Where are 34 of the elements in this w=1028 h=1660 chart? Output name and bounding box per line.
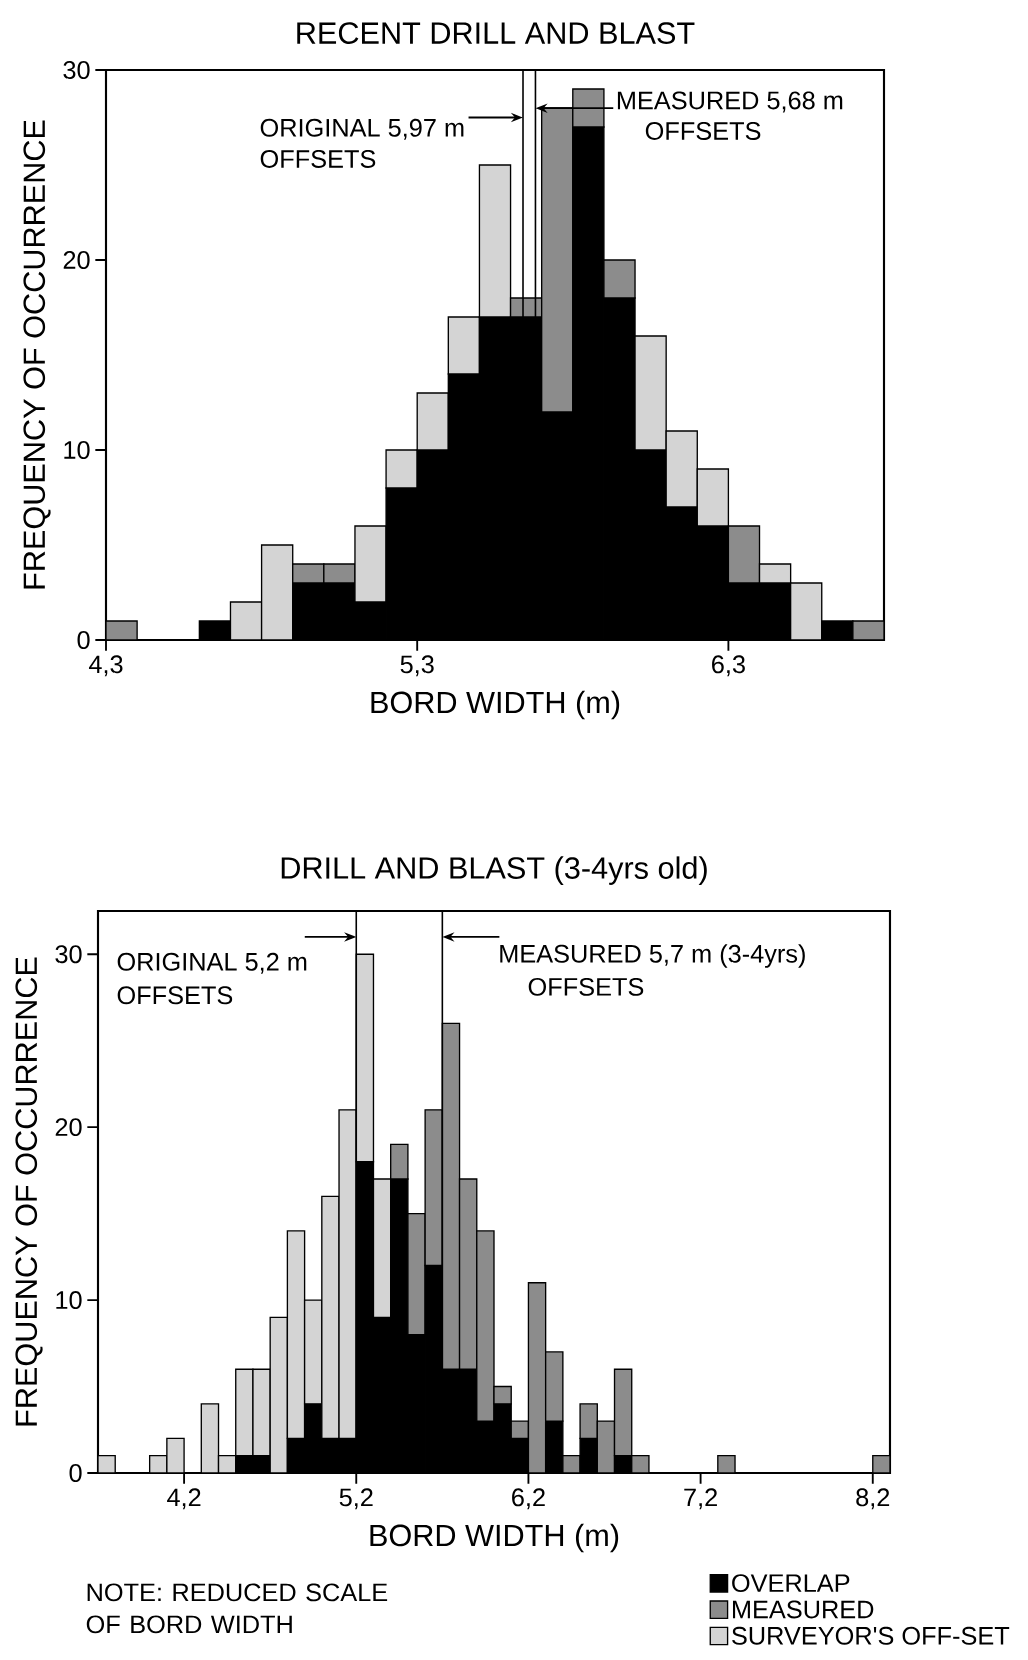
annotation: ORIGINAL 5,2 m xyxy=(117,952,307,974)
x-tick-label: 8,2 xyxy=(856,1488,890,1510)
text: NOTE: REDUCED SCALE OF BORD WIDTH xyxy=(86,1583,388,1634)
x-tick-label: 4,2 xyxy=(167,1488,201,1510)
y-tick-label: 10 xyxy=(64,441,90,459)
legend-label: MEASURED xyxy=(732,1600,874,1619)
y-tick-label: 20 xyxy=(63,251,90,269)
x-tick-label: 4,3 xyxy=(88,655,123,677)
annotation: ORIGINAL 5,97 m xyxy=(260,118,464,140)
y-tick-label: 0 xyxy=(69,1464,82,1482)
y-tick-label: 0 xyxy=(77,631,90,649)
x-tick-label: 5,2 xyxy=(339,1488,373,1510)
y-tick-label: 10 xyxy=(56,1291,82,1310)
annotation: MEASURED 5,7 m (3-4yrs) xyxy=(500,944,805,968)
y-axis-title: FREQUENCY OF OCCURRENCE xyxy=(23,120,51,589)
annotation: OFFSETS xyxy=(528,977,644,996)
chart-title: DRILL AND BLAST (3-4yrs old) xyxy=(281,856,707,885)
chart-title: RECENT DRILL AND BLAST xyxy=(297,22,695,44)
annotation: MEASURED 5,68 m xyxy=(617,91,843,113)
x-tick-label: 6,2 xyxy=(512,1488,545,1510)
x-axis-title: BORD WIDTH (m) xyxy=(371,690,620,720)
x-tick-label: 6,3 xyxy=(712,655,745,677)
annotation: OFFSETS xyxy=(645,122,761,140)
y-axis-title: FREQUENCY OF OCCURRENCE xyxy=(15,957,43,1426)
x-tick-label: 7,2 xyxy=(684,1488,717,1510)
annotation: OFFSETS xyxy=(260,149,376,168)
y-tick-label: 30 xyxy=(63,61,90,79)
x-tick-label: 5,3 xyxy=(400,655,434,677)
y-tick-label: 20 xyxy=(55,1118,82,1137)
legend-label: SURVEYOR'S OFF-SET xyxy=(732,1626,1010,1645)
legend-label: OVERLAP xyxy=(732,1574,850,1593)
y-tick-label: 30 xyxy=(55,945,82,964)
annotation: OFFSETS xyxy=(117,986,233,1005)
x-axis-title: BORD WIDTH (m) xyxy=(370,1523,619,1553)
